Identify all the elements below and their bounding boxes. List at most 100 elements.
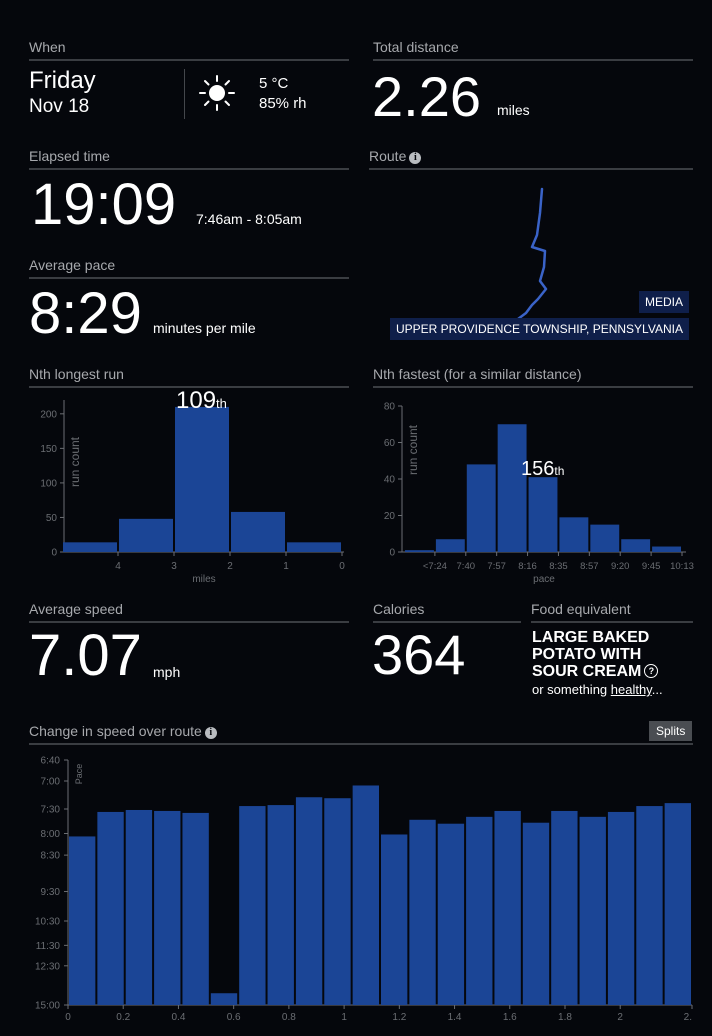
route-section-title: Route i xyxy=(369,148,693,170)
y-axis-label: Pace xyxy=(74,764,84,785)
x-tick-label: 7:40 xyxy=(457,561,476,572)
x-tick-label: 2. xyxy=(684,1012,692,1023)
x-tick-label: 0.8 xyxy=(282,1012,296,1023)
bar xyxy=(97,811,124,1005)
x-tick-label: 2 xyxy=(227,561,233,572)
x-tick-label: 4 xyxy=(115,561,121,572)
question-icon[interactable]: ? xyxy=(644,664,659,678)
rank-suffix: th xyxy=(216,396,227,411)
food-subtext: or something healthy... xyxy=(532,682,663,697)
bar xyxy=(607,811,635,1005)
food-section-title: Food equivalent xyxy=(531,601,693,623)
bar xyxy=(324,798,351,1005)
y-tick-label: 0 xyxy=(389,548,395,559)
elapsed-section-title: Elapsed time xyxy=(29,148,349,170)
calories-value: 364 xyxy=(372,623,466,686)
bar xyxy=(119,518,173,552)
bar xyxy=(175,406,229,552)
bar xyxy=(69,836,96,1005)
bar xyxy=(621,539,651,552)
bar xyxy=(63,542,117,552)
distance-unit: miles xyxy=(497,102,530,118)
info-icon[interactable]: i xyxy=(409,152,422,164)
y-tick-label: 0 xyxy=(51,548,57,559)
bar xyxy=(210,993,238,1005)
bar xyxy=(352,785,379,1005)
distance-value: 2.26 xyxy=(372,65,481,128)
map-label-media: MEDIA xyxy=(639,291,690,313)
food-item: LARGE BAKED POTATO WITH SOUR CREAM? xyxy=(532,629,682,680)
when-section-title: When xyxy=(29,39,349,61)
bar xyxy=(590,524,620,552)
y-tick-label: 6:40 xyxy=(41,756,61,767)
x-tick-label: 0.4 xyxy=(171,1012,185,1023)
x-axis-label: miles xyxy=(192,574,215,585)
nth-longest-chart: 0 50 100 150 200 4 3 2 1 0 miles run count xyxy=(40,400,345,585)
bar xyxy=(295,797,323,1005)
bar xyxy=(466,816,493,1005)
speed-change-chart: 6:40 7:00 7:30 8:00 8:30 9:30 10:30 11:30 12:30 1… xyxy=(35,756,693,1023)
bar xyxy=(664,803,691,1005)
y-axis-label: run count xyxy=(68,436,82,487)
speed-value: 7.07 xyxy=(29,623,142,688)
y-axis-label: run count xyxy=(406,424,420,475)
bar xyxy=(239,806,266,1005)
bar xyxy=(559,517,589,552)
y-tick-label: 60 xyxy=(384,438,396,449)
bar xyxy=(551,810,578,1005)
bar xyxy=(494,810,521,1005)
x-tick-label: 0 xyxy=(65,1012,71,1023)
x-tick-label: 0.2 xyxy=(116,1012,130,1023)
bar xyxy=(182,812,209,1005)
nth-longest-rank: 109th xyxy=(176,387,227,415)
bar xyxy=(528,477,558,552)
bar xyxy=(435,539,465,552)
x-tick-label: 8:35 xyxy=(549,561,568,572)
splits-button[interactable]: Splits xyxy=(649,721,693,741)
nth-fastest-rank: 156th xyxy=(521,458,564,481)
bar xyxy=(267,805,294,1005)
humidity: 85% rh xyxy=(259,95,307,112)
calories-section-title: Calories xyxy=(373,601,521,623)
rank-number: 109 xyxy=(176,387,217,414)
route-map-line[interactable] xyxy=(500,185,560,345)
bar xyxy=(381,834,408,1005)
y-tick-label: 8:30 xyxy=(41,851,61,862)
y-tick-label: 80 xyxy=(384,402,396,413)
sun-icon xyxy=(199,75,235,111)
bar xyxy=(652,546,681,552)
y-tick-label: 20 xyxy=(384,511,396,522)
x-tick-label: 1 xyxy=(283,561,289,572)
bar xyxy=(466,464,496,552)
x-tick-label: 9:20 xyxy=(611,561,630,572)
day-label: Friday xyxy=(29,67,96,94)
map-label-township: UPPER PROVIDENCE TOWNSHIP, PENNSYLVANIA xyxy=(390,318,689,340)
info-icon[interactable]: i xyxy=(204,727,217,739)
bar xyxy=(287,542,341,552)
date-label: Nov 18 xyxy=(29,96,90,117)
rank-number: 156 xyxy=(521,458,555,480)
food-sub-prefix: or something xyxy=(532,682,611,697)
speed-change-title: Change in speed over route xyxy=(29,723,202,739)
bar xyxy=(125,809,153,1005)
bar xyxy=(437,823,465,1005)
x-tick-label: 3 xyxy=(171,561,177,572)
x-tick-label: 1.2 xyxy=(392,1012,406,1023)
healthy-link[interactable]: healthy xyxy=(610,682,652,697)
x-tick-label: 1.4 xyxy=(448,1012,462,1023)
food-sub-suffix: ... xyxy=(651,682,663,697)
bar xyxy=(636,806,663,1005)
x-tick-label: 1 xyxy=(341,1012,347,1023)
x-tick-label: 0 xyxy=(339,561,345,572)
y-tick-label: 50 xyxy=(46,513,58,524)
bar xyxy=(522,822,550,1005)
x-tick-label: 1.8 xyxy=(558,1012,572,1023)
x-tick-label: 8:16 xyxy=(518,561,537,572)
x-tick-label: <7:24 xyxy=(423,561,447,572)
pace-value: 8:29 xyxy=(29,281,142,346)
bar xyxy=(405,550,434,552)
y-tick-label: 7:00 xyxy=(41,777,61,788)
y-tick-label: 40 xyxy=(384,475,396,486)
y-tick-label: 7:30 xyxy=(41,805,61,816)
x-tick-label: 8:57 xyxy=(580,561,599,572)
